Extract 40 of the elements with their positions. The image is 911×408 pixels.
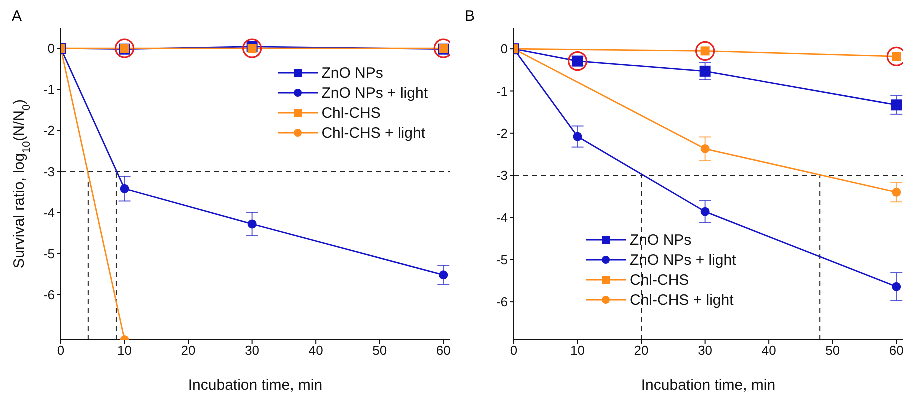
legend-label: Chl-CHS + light — [630, 292, 734, 308]
y-tick-label: -4 — [496, 210, 508, 226]
x-axis-title: Incubation time, min — [641, 377, 776, 394]
y-tick-label: -5 — [43, 246, 55, 262]
y-tick-label: -2 — [496, 126, 508, 142]
y-tick-label: -6 — [496, 294, 508, 310]
legend-label: ZnO NPs — [630, 232, 692, 248]
legend-label: ZnO NPs + light — [322, 84, 428, 102]
legend-label: Chl-CHS + light — [322, 124, 426, 142]
y-tick-label: -3 — [496, 168, 508, 184]
x-tick-label: 0 — [57, 343, 65, 358]
x-tick-label: 0 — [510, 343, 518, 358]
x-tick-label: 30 — [245, 343, 260, 358]
y-tick-label: 0 — [500, 42, 508, 57]
x-tick-label: 20 — [634, 343, 649, 358]
x-tick-label: 50 — [826, 343, 840, 358]
legend-label: Chl-CHS — [322, 104, 381, 122]
x-tick-label: 30 — [698, 343, 713, 358]
y-tick-label: -2 — [43, 123, 55, 138]
y-tick-label: -4 — [43, 205, 55, 220]
x-tick-label: 40 — [762, 343, 776, 358]
y-tick-label: -1 — [43, 82, 55, 98]
y-tick-label: -3 — [43, 164, 55, 180]
x-tick-label: 60 — [436, 343, 451, 358]
x-tick-label: 60 — [889, 343, 904, 358]
chart-title: B — [465, 8, 476, 25]
x-tick-label: 20 — [181, 343, 196, 358]
y-tick-label: 0 — [48, 41, 55, 56]
y-tick-label: -1 — [496, 84, 508, 99]
x-axis-title: Incubation time, min — [188, 377, 323, 394]
chart-title: A — [12, 8, 22, 25]
legend-label: ZnO NPs + light — [630, 252, 736, 268]
x-tick-label: 10 — [570, 343, 586, 358]
y-tick-label: -5 — [496, 252, 508, 268]
legend-label: Chl-CHS — [630, 272, 690, 288]
y-tick-label: -6 — [43, 287, 55, 302]
x-tick-label: 40 — [308, 343, 324, 358]
x-tick-label: 50 — [372, 343, 388, 358]
x-tick-label: 10 — [118, 343, 132, 358]
legend-label: ZnO NPs — [322, 64, 384, 82]
